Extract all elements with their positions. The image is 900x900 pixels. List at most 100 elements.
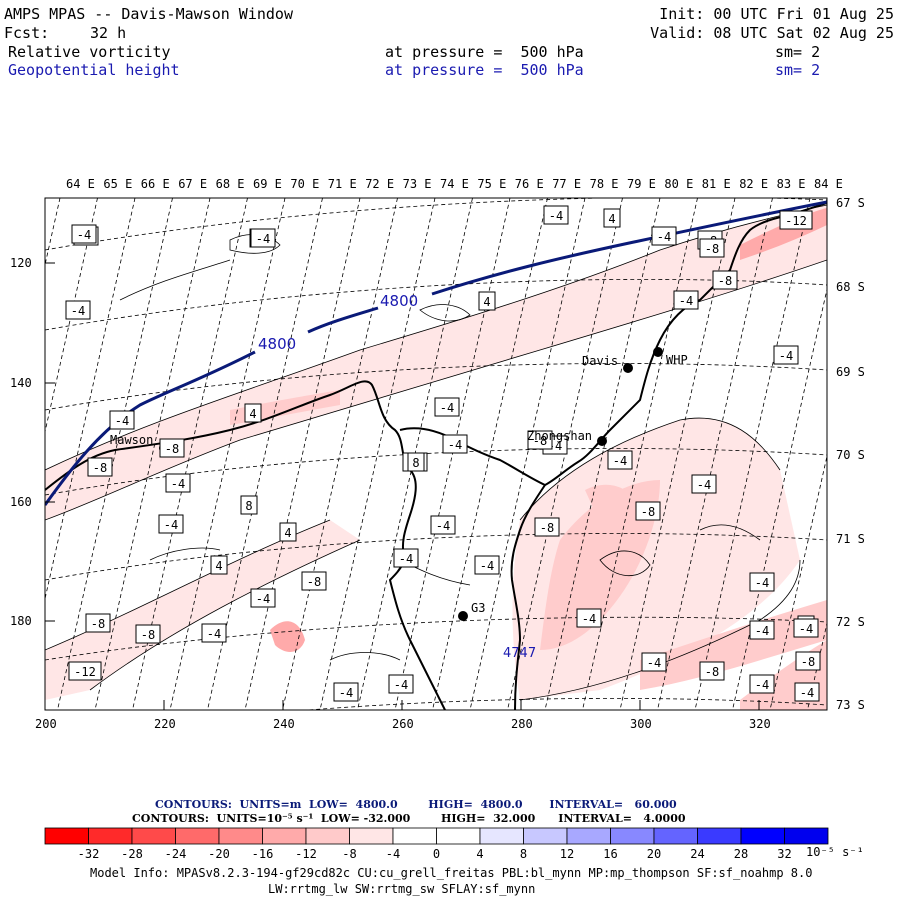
- vorticity-label-box: 8: [240, 495, 258, 515]
- vorticity-value: -8: [307, 575, 321, 589]
- colorbar-label: 28: [734, 847, 748, 861]
- vorticity-value: -4: [394, 678, 408, 692]
- valid-time: Valid: 08 UTC Sat 02 Aug 25: [650, 24, 894, 42]
- meridian-line: [45, 198, 136, 601]
- vorticity-band: [270, 621, 305, 652]
- vorticity-shading: [45, 205, 827, 710]
- model-info: Model Info: MPASv8.2.3-194-gf29cd82c CU:…: [90, 866, 813, 880]
- meridian-line: [582, 198, 698, 710]
- vorticity-label-box: -4: [474, 555, 500, 575]
- longitude-label: 82 E: [739, 177, 768, 191]
- vorticity-label-box: -8: [159, 438, 185, 458]
- colorbar-label: -20: [208, 847, 230, 861]
- vorticity-label-box: -4: [793, 618, 819, 638]
- longitude-label: 77 E: [552, 177, 581, 191]
- longitude-label: 64 E: [66, 177, 95, 191]
- init-time: Init: 00 UTC Fri 01 Aug 25: [659, 5, 894, 23]
- colorbar-swatch: [349, 827, 394, 845]
- x-tick-label: 300: [630, 717, 652, 731]
- vorticity-value: -4: [613, 454, 627, 468]
- colorbar-label: -16: [252, 847, 274, 861]
- vorticity-value: -8: [165, 442, 179, 456]
- longitude-label: 75 E: [477, 177, 506, 191]
- vorticity-label-box: 4: [210, 555, 228, 575]
- colorbar-swatch: [305, 827, 350, 845]
- model-info-radiation: LW:rrtmg_lw SW:rrtmg_sw SFLAY:sf_mynn: [268, 882, 536, 896]
- colorbar-swatch: [697, 827, 742, 845]
- vorticity-value: -4: [647, 656, 661, 670]
- colorbar-label: 32: [777, 847, 791, 861]
- coastline: [45, 202, 827, 710]
- colorbar-label: -28: [121, 847, 143, 861]
- vorticity-value: -4: [799, 622, 813, 636]
- vorticity-value: 8: [245, 499, 252, 513]
- longitude-label: 71 E: [328, 177, 357, 191]
- meridian-line: [544, 198, 661, 710]
- vorticity-value: -4: [256, 592, 270, 606]
- y-tick-label: 160: [10, 495, 32, 509]
- colorbar-swatch: [566, 827, 611, 845]
- vorticity-value: -4: [697, 478, 711, 492]
- meridian-line: [469, 198, 586, 710]
- colorbar-label: -32: [78, 847, 100, 861]
- field-vorticity: Relative vorticity: [8, 43, 171, 61]
- x-axis-ticks: 200 220 240 260 280 300 320: [35, 700, 771, 731]
- x-tick-label: 320: [749, 717, 771, 731]
- height-contour-4800: [45, 200, 827, 506]
- longitude-label: 78 E: [590, 177, 619, 191]
- vorticity-value: -4: [171, 477, 185, 491]
- field-geopotential: Geopotential height: [8, 61, 180, 79]
- vorticity-value: -8: [141, 628, 155, 642]
- colorbar-swatch: [653, 827, 698, 845]
- vorticity-band: [45, 520, 360, 700]
- vorticity-value: -4: [755, 576, 769, 590]
- x-tick-label: 280: [511, 717, 533, 731]
- longitude-label: 68 E: [216, 177, 245, 191]
- vorticity-value: -4: [164, 518, 178, 532]
- colorbar-label: 4: [476, 847, 483, 861]
- vorticity-value: -8: [533, 434, 547, 448]
- latitude-label: 67 S: [836, 196, 865, 210]
- x-tick-label: 200: [35, 717, 57, 731]
- vorticity-value: -4: [440, 401, 454, 415]
- vorticity-label-box: -4: [165, 473, 191, 493]
- vorticity-value: -4: [436, 519, 450, 533]
- longitude-label: 83 E: [777, 177, 806, 191]
- vorticity-label-box: -8: [712, 270, 738, 290]
- vorticity-value: -4: [679, 294, 693, 308]
- vorticity-value: -12: [74, 665, 96, 679]
- colorbar-swatch: [131, 827, 176, 845]
- vorticity-label-box: -4: [794, 682, 820, 702]
- vorticity-value: 4: [483, 295, 490, 309]
- longitude-label: 79 E: [627, 177, 656, 191]
- map-title: AMPS MPAS -- Davis-Mawson Window: [4, 5, 293, 23]
- meridian-line: [319, 198, 436, 710]
- vorticity-label-box: -8: [135, 624, 161, 644]
- vorticity-label-box: -4: [430, 515, 456, 535]
- vorticity-band: [640, 600, 827, 690]
- vorticity-value: -8: [801, 655, 815, 669]
- vorticity-label-box: -4: [641, 652, 667, 672]
- vorticity-label-box: -4: [388, 674, 414, 694]
- colorbar-swatch: [392, 827, 437, 845]
- vorticity-value: -4: [800, 686, 814, 700]
- meridian-line: [694, 198, 811, 710]
- vorticity-value: -4: [549, 209, 563, 223]
- vorticity-value: -4: [256, 232, 270, 246]
- vorticity-label-box: -4: [333, 682, 359, 702]
- station-label-whp: WHP: [666, 353, 688, 367]
- x-tick-label: 260: [392, 717, 414, 731]
- meridian-line: [244, 198, 361, 710]
- y-tick-label: 120: [10, 256, 32, 270]
- plot-border: [44, 197, 828, 711]
- vorticity-label-box: -8: [635, 501, 661, 521]
- vorticity-label-box: -4: [576, 608, 602, 628]
- colorbar: -32 -28 -24 -20 -16 -12 -8 -4 0 4 8 12 16 20 24 28 32 10⁻…: [44, 827, 864, 861]
- colorbar-swatch: [523, 827, 568, 845]
- vorticity-label-box: -8: [699, 661, 725, 681]
- colorbar-unit: 10⁻⁵ s⁻¹: [806, 845, 864, 859]
- meridian-line: [45, 198, 61, 267]
- vorticity-label-box: -4: [773, 345, 799, 365]
- colorbar-swatch: [218, 827, 263, 845]
